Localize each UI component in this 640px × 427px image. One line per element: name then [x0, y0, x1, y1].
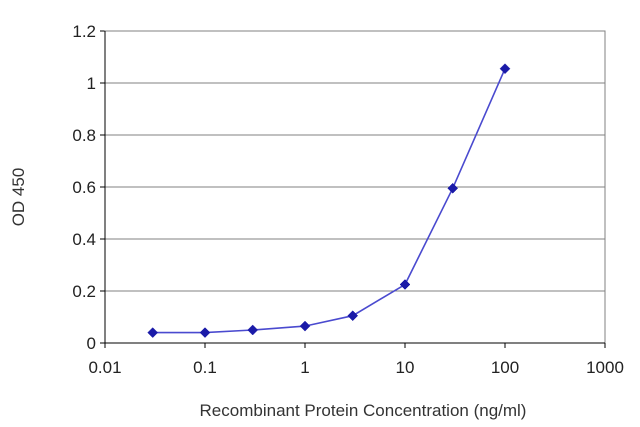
y-tick-labels: 0 0.2 0.4 0.6 0.8 1 1.2: [72, 22, 96, 353]
x-axis-title: Recombinant Protein Concentration (ng/ml…: [200, 401, 527, 420]
series-0-point-7: [499, 63, 511, 75]
series-0-point-6: [447, 182, 459, 194]
x-tick-label-3: 10: [396, 358, 415, 377]
x-tick-label-4: 100: [491, 358, 519, 377]
series-0-line: [152, 68, 506, 334]
axes: [100, 30, 606, 348]
series-0-point-0: [147, 327, 159, 338]
y-tick-label-6: 1.2: [72, 22, 96, 41]
series-0-point-2: [247, 324, 259, 336]
series-0-point-4: [347, 310, 359, 322]
y-tick-label-1: 0.2: [72, 282, 96, 301]
x-tick-label-1: 0.1: [193, 358, 217, 377]
series-0-point-1: [199, 327, 211, 338]
x-tick-labels: 0.01 0.1 1 10 100 1000: [88, 358, 623, 377]
y-tick-label-5: 1: [87, 74, 96, 93]
series-layer: [147, 63, 511, 338]
y-axis-title: OD 450: [9, 168, 28, 227]
series-0-point-3: [299, 320, 311, 332]
series-0-point-5: [399, 279, 411, 290]
x-tick-label-2: 1: [300, 358, 309, 377]
y-tick-label-3: 0.6: [72, 178, 96, 197]
x-tick-label-0: 0.01: [88, 358, 121, 377]
y-tick-label-0: 0: [87, 334, 96, 353]
x-tick-label-5: 1000: [586, 358, 624, 377]
y-tick-label-4: 0.8: [72, 126, 96, 145]
y-tick-label-2: 0.4: [72, 230, 96, 249]
